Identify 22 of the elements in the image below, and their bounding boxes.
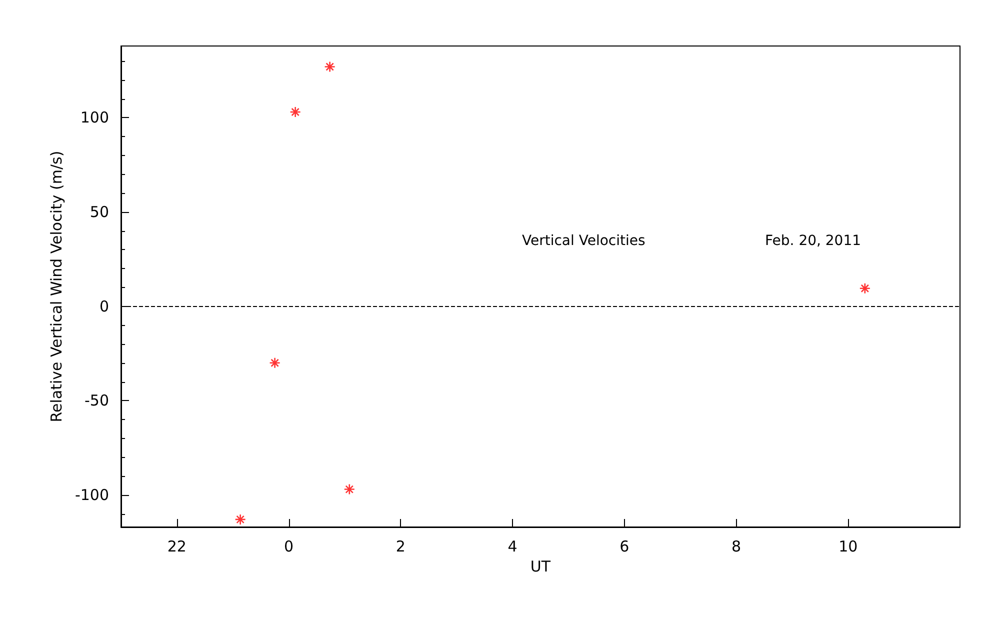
y-tick-label: -100: [74, 486, 109, 504]
point: [324, 61, 336, 72]
annotation: Vertical Velocities: [522, 233, 646, 249]
x-tick-label: 8: [731, 538, 742, 556]
point: [344, 484, 356, 495]
x-tick-label: 2: [396, 538, 406, 556]
x-tick-label: 4: [508, 538, 518, 556]
point: [234, 514, 246, 526]
y-tick-label: 0: [99, 297, 109, 316]
y-tick-label: 50: [90, 202, 109, 221]
point: [269, 357, 280, 369]
y-tick-label: -50: [84, 392, 109, 410]
y-tick-label: 100: [80, 108, 109, 127]
x-tick-label: 22: [167, 538, 186, 556]
point: [290, 106, 301, 118]
annotation: Feb. 20, 2011: [765, 233, 862, 249]
x-axis-title: UT: [530, 558, 552, 576]
point: [859, 282, 871, 294]
x-tick-label: 0: [284, 538, 294, 556]
y-axis-title: Relative Vertical Wind Velocity (m/s): [48, 150, 66, 422]
x-tick-label: 6: [620, 538, 630, 556]
x-tick-label: 10: [838, 538, 858, 556]
